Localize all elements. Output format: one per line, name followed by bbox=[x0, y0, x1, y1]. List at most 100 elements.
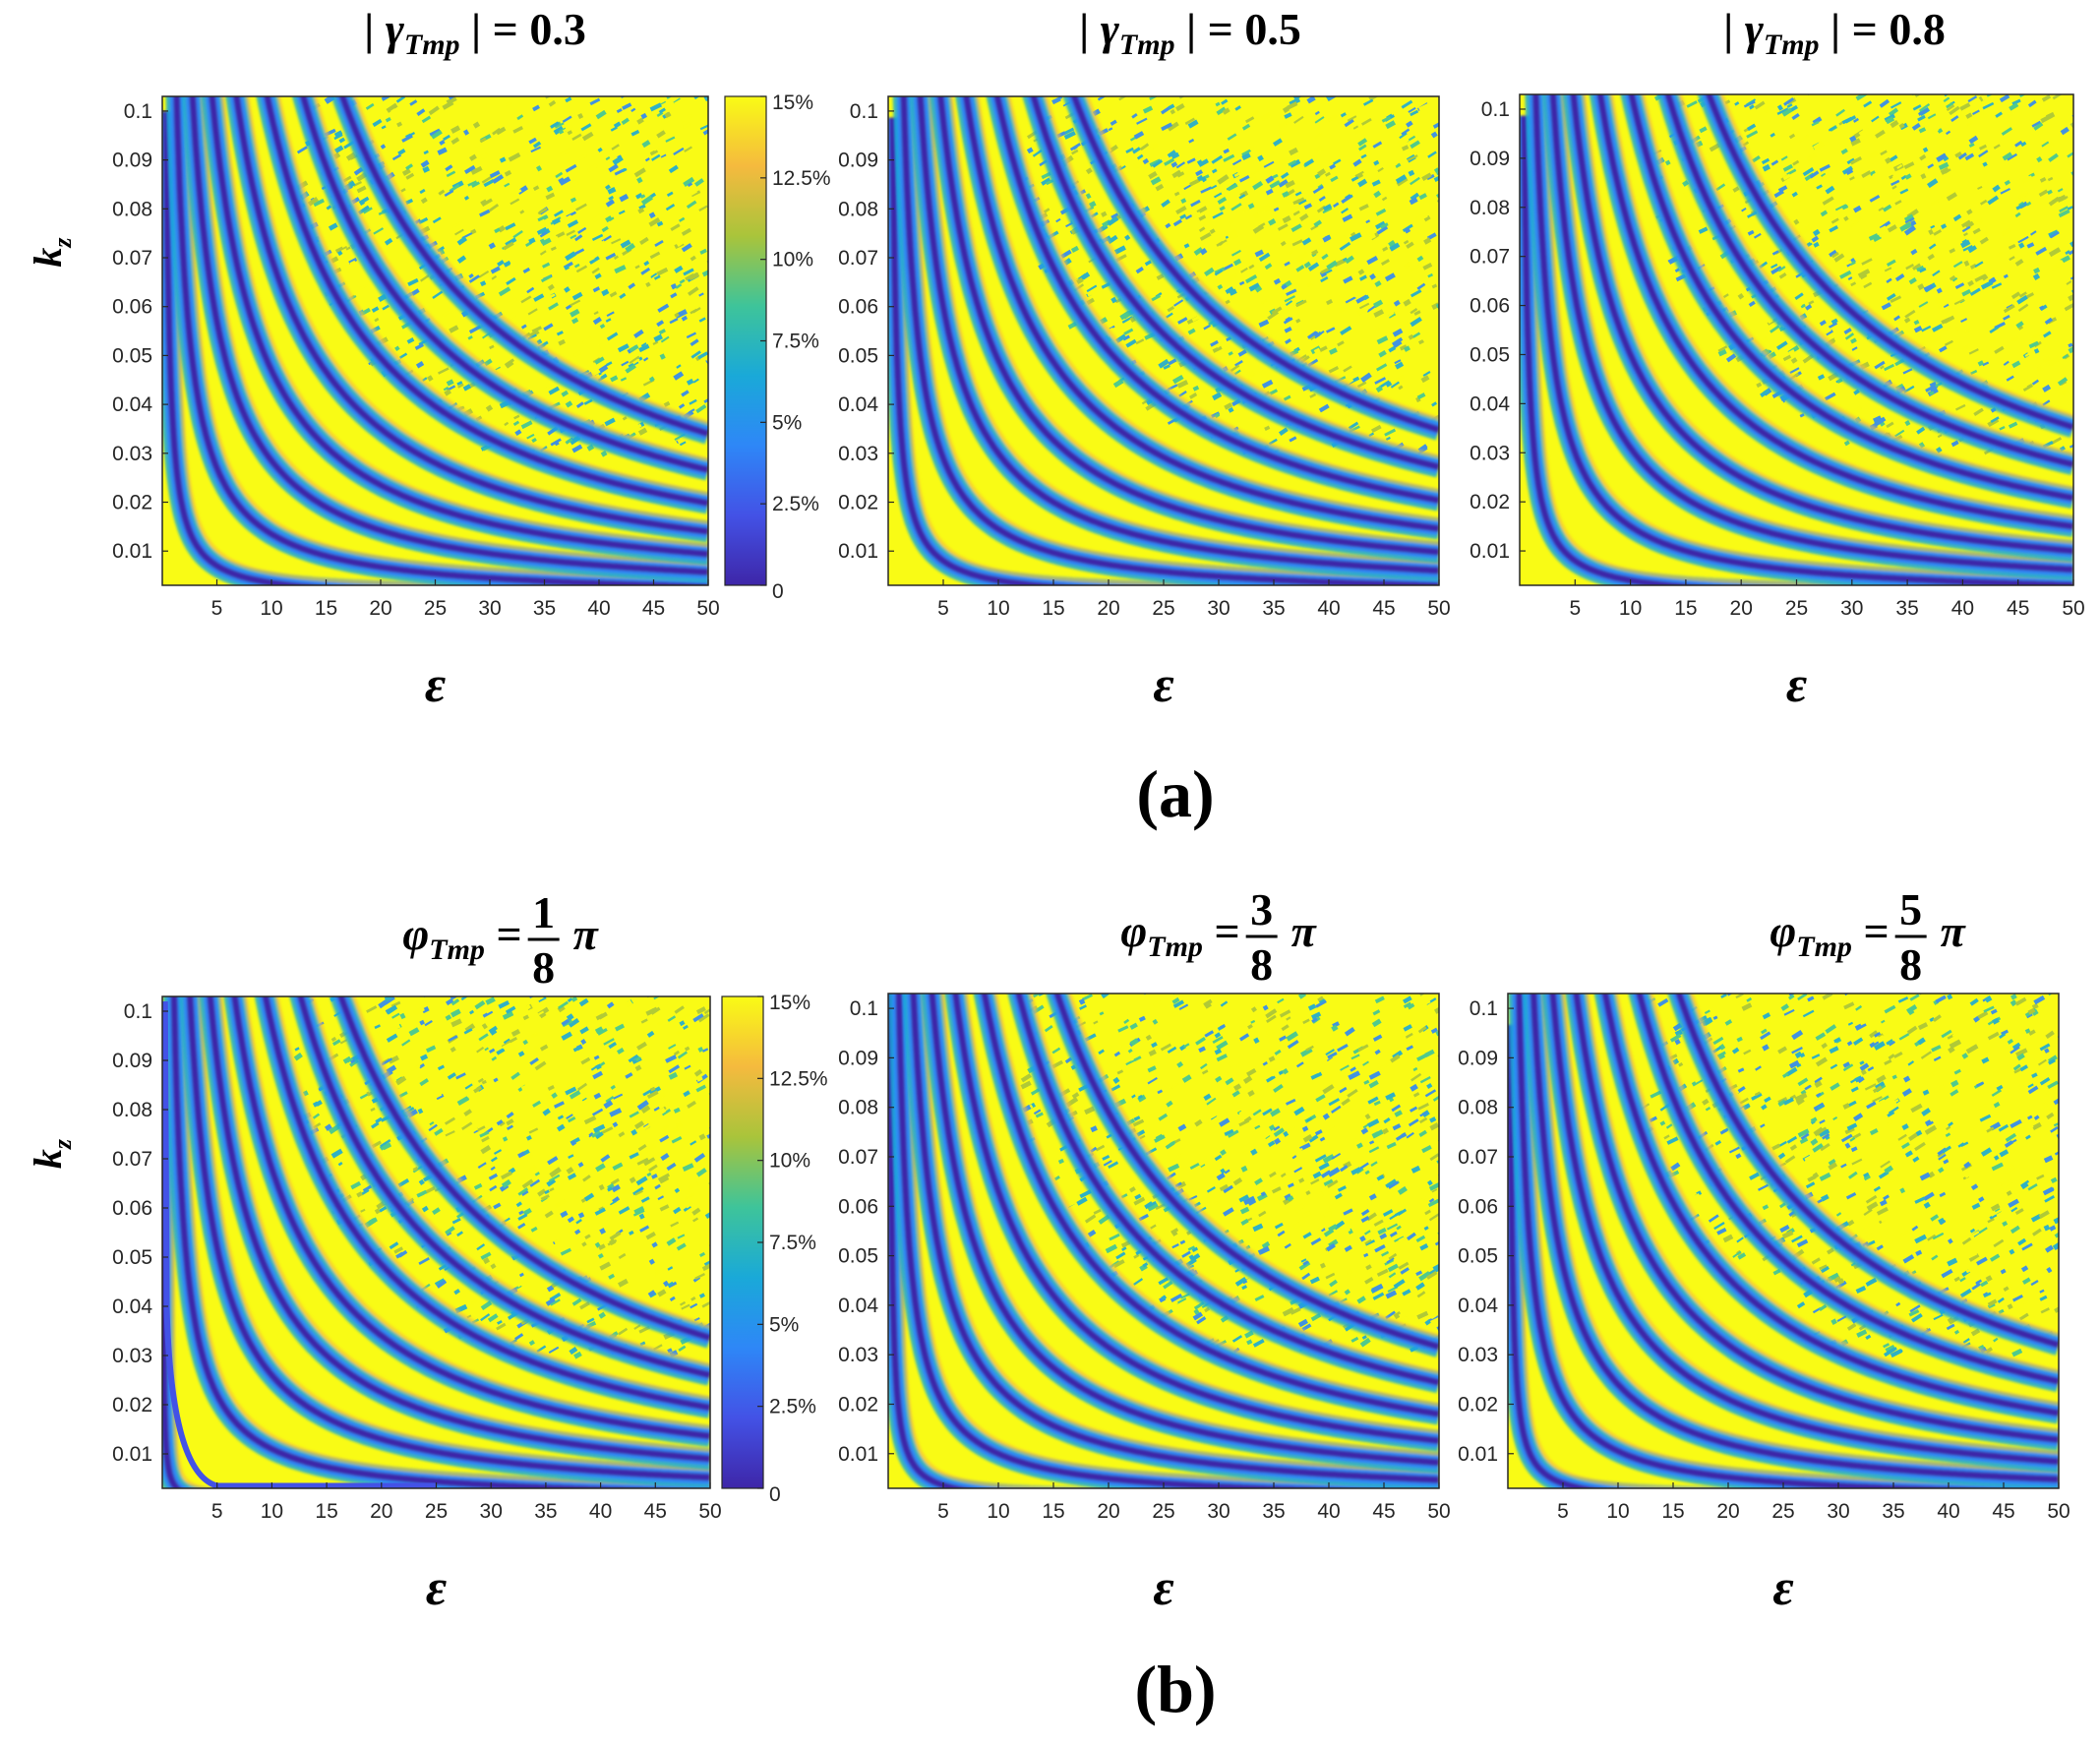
y-tick-label: 0.08 bbox=[112, 1099, 152, 1121]
x-tick-label: 30 bbox=[478, 597, 501, 620]
y-tick-label: 0.04 bbox=[1458, 1295, 1498, 1317]
x-tick-label: 15 bbox=[1042, 1500, 1064, 1523]
x-tick-label: 35 bbox=[1262, 597, 1285, 620]
colorbar-tick-label: 12.5% bbox=[769, 1067, 828, 1090]
y-tick-label: 0.08 bbox=[1470, 197, 1510, 219]
x-tick-label: 25 bbox=[1152, 1500, 1174, 1523]
y-tick-label: 0.08 bbox=[838, 1097, 878, 1119]
colorbar-tick-label: 10% bbox=[772, 249, 813, 271]
y-tick-label: 0.06 bbox=[1470, 295, 1510, 318]
x-tick-label: 30 bbox=[1840, 597, 1863, 620]
title-pi: π bbox=[1291, 906, 1318, 956]
x-tick-label: 20 bbox=[1097, 597, 1119, 620]
colorbar-tick-label: 15% bbox=[772, 91, 813, 114]
x-tick-label: 45 bbox=[644, 1500, 667, 1523]
colorbar-tick-label: 12.5% bbox=[772, 167, 831, 190]
x-axis-label: ε bbox=[1772, 1560, 1793, 1616]
x-tick-label: 5 bbox=[937, 597, 949, 620]
x-tick-label: 50 bbox=[2062, 597, 2084, 620]
y-tick-label: 0.1 bbox=[1470, 997, 1498, 1020]
x-tick-label: 5 bbox=[211, 597, 223, 620]
x-tick-label: 35 bbox=[1262, 1500, 1285, 1523]
y-axis-label: kz bbox=[26, 1138, 77, 1169]
x-axis-label: ε bbox=[1153, 1560, 1173, 1616]
title-fraction-denominator: 8 bbox=[1250, 939, 1273, 990]
y-tick-label: 0.1 bbox=[124, 1000, 152, 1023]
colorbar-tick-label: 5% bbox=[769, 1313, 799, 1336]
y-tick-label: 0.02 bbox=[1470, 491, 1510, 513]
chart-title: φTmp = bbox=[1770, 906, 1889, 963]
x-tick-label: 50 bbox=[696, 597, 719, 620]
y-tick-label: 0.09 bbox=[1458, 1047, 1498, 1069]
x-tick-label: 20 bbox=[1716, 1500, 1739, 1523]
y-tick-label: 0.01 bbox=[112, 540, 152, 563]
colorbar-tick-label: 2.5% bbox=[772, 493, 819, 515]
y-tick-label: 0.05 bbox=[838, 1245, 878, 1268]
title-fraction-numerator: 1 bbox=[532, 887, 555, 937]
y-tick-label: 0.07 bbox=[112, 1148, 152, 1171]
y-tick-label: 0.05 bbox=[1470, 343, 1510, 366]
y-tick-label: 0.02 bbox=[112, 1394, 152, 1416]
y-tick-label: 0.01 bbox=[838, 540, 878, 563]
y-tick-label: 0.01 bbox=[1458, 1443, 1498, 1466]
y-tick-label: 0.03 bbox=[1470, 442, 1510, 464]
y-tick-label: 0.02 bbox=[1458, 1393, 1498, 1416]
x-tick-label: 15 bbox=[315, 597, 337, 620]
colorbar-tick-label: 2.5% bbox=[769, 1396, 816, 1418]
x-tick-label: 10 bbox=[261, 1500, 283, 1523]
x-tick-label: 40 bbox=[1937, 1500, 1959, 1523]
x-tick-label: 35 bbox=[1895, 597, 1918, 620]
y-tick-label: 0.04 bbox=[112, 393, 152, 416]
x-tick-label: 20 bbox=[369, 597, 391, 620]
x-tick-label: 10 bbox=[1606, 1500, 1629, 1523]
y-tick-label: 0.04 bbox=[1470, 392, 1510, 415]
colorbar-tick-label: 15% bbox=[769, 992, 810, 1014]
x-tick-label: 35 bbox=[1882, 1500, 1904, 1523]
x-tick-label: 40 bbox=[589, 1500, 612, 1523]
panel-a-label: (a) bbox=[1136, 756, 1214, 831]
x-tick-label: 5 bbox=[937, 1500, 949, 1523]
colorbar-tick-label: 0 bbox=[769, 1483, 781, 1506]
colorbar: 15% 12.5% 10% 7.5% 5% 2.5% 0 bbox=[722, 992, 828, 1506]
chart-title: | γTmp | = 0.8 bbox=[1723, 4, 1946, 61]
colorbar-tick-label: 7.5% bbox=[772, 331, 819, 353]
x-axis-label: ε bbox=[1786, 657, 1807, 713]
x-tick-label: 15 bbox=[315, 1500, 337, 1523]
x-tick-label: 25 bbox=[424, 597, 447, 620]
y-axis-label: kz bbox=[26, 237, 77, 268]
y-tick-label: 0.06 bbox=[112, 296, 152, 319]
chart-title: φTmp = bbox=[1120, 906, 1239, 963]
y-tick-label: 0.05 bbox=[112, 1246, 152, 1269]
y-tick-label: 0.01 bbox=[112, 1443, 152, 1466]
y-tick-label: 0.04 bbox=[838, 393, 878, 416]
colorbar: 15%12.5%10%7.5%5%2.5%0 bbox=[725, 91, 831, 603]
colorbar-tick-label: 7.5% bbox=[769, 1232, 816, 1254]
x-tick-label: 20 bbox=[1730, 597, 1753, 620]
x-tick-label: 5 bbox=[1569, 597, 1581, 620]
colorbar-tick-label: 5% bbox=[772, 411, 802, 434]
y-tick-label: 0.09 bbox=[112, 150, 152, 172]
x-tick-label: 45 bbox=[2007, 597, 2029, 620]
x-tick-label: 15 bbox=[1661, 1500, 1684, 1523]
y-tick-label: 0.06 bbox=[112, 1197, 152, 1220]
panel-b-label: (b) bbox=[1134, 1652, 1216, 1726]
colorbar-gradient bbox=[722, 996, 763, 1488]
y-tick-label: 0.03 bbox=[838, 443, 878, 465]
title-fraction-numerator: 5 bbox=[1899, 884, 1922, 934]
x-tick-label: 25 bbox=[1771, 1500, 1794, 1523]
y-tick-label: 0.08 bbox=[1458, 1097, 1498, 1119]
colorbar-tick-label: 10% bbox=[769, 1150, 810, 1173]
x-tick-label: 40 bbox=[1317, 1500, 1340, 1523]
x-tick-label: 30 bbox=[1207, 597, 1230, 620]
x-tick-label: 35 bbox=[533, 597, 556, 620]
x-tick-label: 10 bbox=[987, 597, 1009, 620]
title-pi: π bbox=[1941, 906, 1967, 956]
x-tick-label: 30 bbox=[480, 1500, 503, 1523]
x-tick-label: 10 bbox=[1619, 597, 1642, 620]
x-tick-label: 50 bbox=[698, 1500, 721, 1523]
y-tick-label: 0.01 bbox=[838, 1443, 878, 1466]
y-tick-label: 0.07 bbox=[838, 1146, 878, 1169]
y-tick-label: 0.08 bbox=[838, 198, 878, 220]
y-tick-label: 0.02 bbox=[112, 492, 152, 514]
